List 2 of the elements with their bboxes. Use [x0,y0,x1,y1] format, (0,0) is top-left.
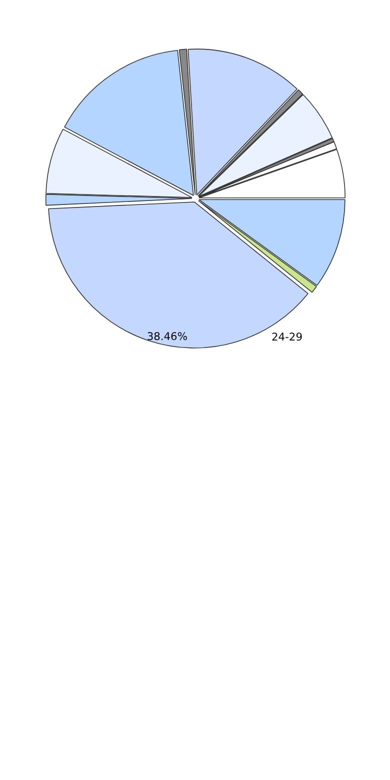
data-label: 38.46% [146,330,188,343]
slice-label: 24-29 [272,330,303,344]
